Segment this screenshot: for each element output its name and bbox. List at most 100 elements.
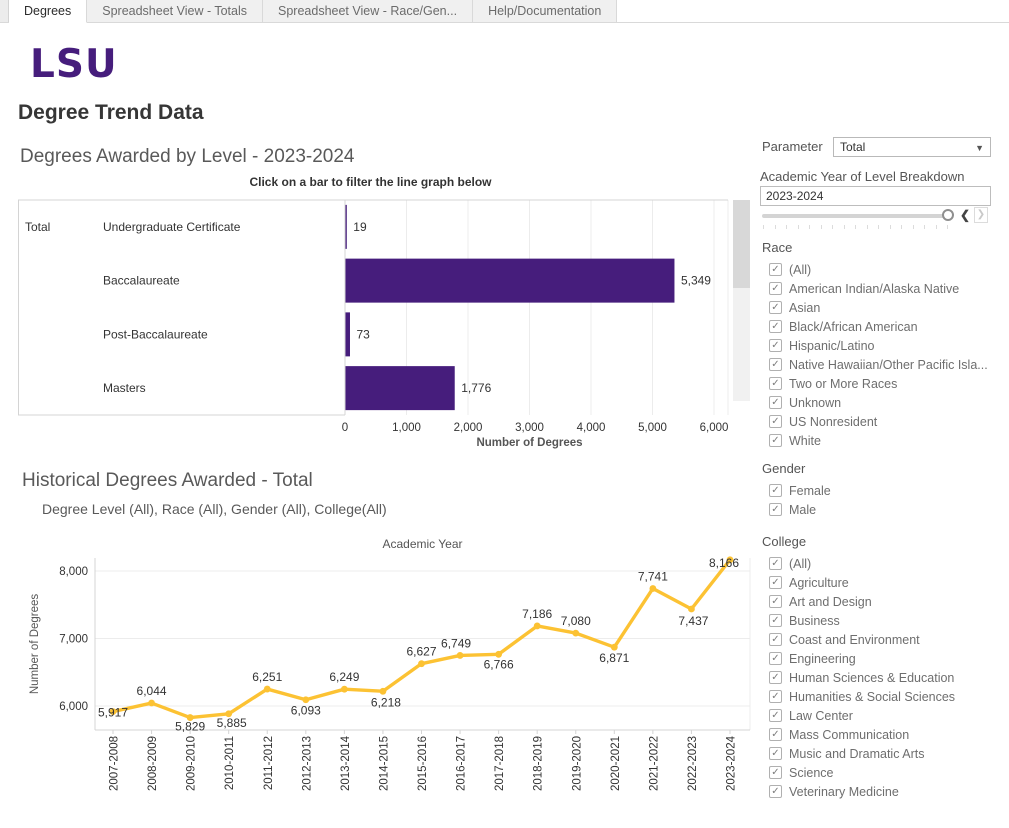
checkbox-check-icon[interactable]: ✓ [769, 377, 782, 390]
slider-track[interactable] [762, 214, 950, 218]
data-point-2017-2018[interactable] [495, 650, 503, 658]
tab-help-documentation[interactable]: Help/Documentation [473, 0, 618, 22]
college-option-veterinary-medicine[interactable]: ✓ Veterinary Medicine [760, 782, 1005, 801]
college-option-label: Veterinary Medicine [789, 784, 899, 799]
checkbox-check-icon[interactable]: ✓ [769, 503, 782, 516]
data-point-2013-2014[interactable] [340, 685, 348, 693]
college-option-humanities-social-sciences[interactable]: ✓ Humanities & Social Sciences [760, 687, 1005, 706]
race-option-native-hawaiian-other-pacific-isla[interactable]: ✓ Native Hawaiian/Other Pacific Isla... [760, 355, 1005, 374]
bar-undergraduate-certificate[interactable] [345, 204, 347, 249]
checkbox-check-icon[interactable]: ✓ [769, 263, 782, 276]
college-option-science[interactable]: ✓ Science [760, 763, 1005, 782]
college-option-music-and-dramatic-arts[interactable]: ✓ Music and Dramatic Arts [760, 744, 1005, 763]
chevron-right-icon[interactable]: ❯ [974, 207, 988, 223]
data-point-2018-2019[interactable] [533, 622, 541, 630]
checkbox-check-icon[interactable]: ✓ [769, 557, 782, 570]
tab-spreadsheet-view-race-gen[interactable]: Spreadsheet View - Race/Gen... [263, 0, 474, 22]
bar-baccalaureate[interactable] [345, 258, 675, 303]
race-option-two-or-more-races[interactable]: ✓ Two or More Races [760, 374, 1005, 393]
checkbox-check-icon[interactable]: ✓ [769, 358, 782, 371]
checkbox-check-icon[interactable]: ✓ [769, 690, 782, 703]
data-point-2009-2010[interactable] [186, 714, 194, 721]
college-option-art-and-design[interactable]: ✓ Art and Design [760, 592, 1005, 611]
data-point-2022-2023[interactable] [688, 605, 695, 613]
checkbox-check-icon[interactable]: ✓ [769, 282, 782, 295]
college-option-agriculture[interactable]: ✓ Agriculture [760, 573, 1005, 592]
checkbox-check-icon[interactable]: ✓ [769, 785, 782, 798]
slider-handle[interactable] [942, 209, 954, 221]
checkbox-check-icon[interactable]: ✓ [769, 728, 782, 741]
gender-option-male[interactable]: ✓ Male [760, 500, 1005, 519]
race-option-asian[interactable]: ✓ Asian [760, 298, 1005, 317]
race-option-black-african-american[interactable]: ✓ Black/African American [760, 317, 1005, 336]
year-filter-slider: ❮ ❯ [760, 206, 991, 234]
college-option-engineering[interactable]: ✓ Engineering [760, 649, 1005, 668]
data-point-label: 7,080 [561, 614, 591, 628]
tab-degrees[interactable]: Degrees [9, 0, 88, 23]
checkbox-check-icon[interactable]: ✓ [769, 652, 782, 665]
line-y-axis-title: Number of Degrees [29, 594, 41, 695]
year-filter-input[interactable] [760, 186, 991, 206]
race-option-unknown[interactable]: ✓ Unknown [760, 393, 1005, 412]
checkbox-check-icon[interactable]: ✓ [769, 747, 782, 760]
parameter-dropdown[interactable]: Total ▼ [833, 137, 991, 157]
race-option-all[interactable]: ✓ (All) [760, 260, 1005, 279]
checkbox-check-icon[interactable]: ✓ [769, 415, 782, 428]
line-x-tick-label: 2007-2008 [109, 736, 121, 791]
checkbox-check-icon[interactable]: ✓ [769, 766, 782, 779]
bar-chart-scrollbar[interactable] [733, 200, 750, 401]
college-option-all[interactable]: ✓ (All) [760, 554, 1005, 573]
college-filter-group: College ✓ (All) ✓ Agriculture ✓ Art and Design… [760, 534, 1005, 801]
college-option-human-sciences-education[interactable]: ✓ Human Sciences & Education [760, 668, 1005, 687]
data-point-2007-2008[interactable] [109, 708, 117, 716]
checkbox-check-icon[interactable]: ✓ [769, 484, 782, 497]
checkbox-check-icon[interactable]: ✓ [769, 320, 782, 333]
college-option-law-center[interactable]: ✓ Law Center [760, 706, 1005, 725]
data-point-2014-2015[interactable] [379, 687, 387, 695]
race-option-american-indian-alaska-native[interactable]: ✓ American Indian/Alaska Native [760, 279, 1005, 298]
chevron-left-icon[interactable]: ❮ [959, 208, 971, 222]
data-point-2019-2020[interactable] [572, 629, 580, 637]
bar-value-label: 5,349 [681, 274, 711, 288]
checkbox-check-icon[interactable]: ✓ [769, 396, 782, 409]
data-point-2023-2024[interactable] [726, 556, 734, 564]
data-point-label: 6,093 [291, 704, 321, 718]
college-option-business[interactable]: ✓ Business [760, 611, 1005, 630]
scrollbar-thumb[interactable] [733, 200, 750, 288]
race-option-label: White [789, 433, 821, 448]
checkbox-check-icon[interactable]: ✓ [769, 339, 782, 352]
college-option-mass-communication[interactable]: ✓ Mass Communication [760, 725, 1005, 744]
tab-spreadsheet-view-totals[interactable]: Spreadsheet View - Totals [87, 0, 264, 22]
line-y-tick-label: 7,000 [59, 634, 88, 646]
race-option-white[interactable]: ✓ White [760, 431, 1005, 450]
college-option-label: Engineering [789, 651, 856, 666]
checkbox-check-icon[interactable]: ✓ [769, 671, 782, 684]
data-point-2015-2016[interactable] [418, 660, 425, 668]
data-point-2011-2012[interactable] [263, 685, 271, 693]
race-option-hispanic-latino[interactable]: ✓ Hispanic/Latino [760, 336, 1005, 355]
data-point-2016-2017[interactable] [456, 652, 464, 659]
data-point-2020-2021[interactable] [610, 643, 618, 651]
data-point-2010-2011[interactable] [225, 710, 233, 718]
data-point-label: 6,749 [441, 636, 471, 650]
checkbox-check-icon[interactable]: ✓ [769, 301, 782, 314]
checkbox-check-icon[interactable]: ✓ [769, 434, 782, 447]
checkbox-check-icon[interactable]: ✓ [769, 709, 782, 722]
checkbox-check-icon[interactable]: ✓ [769, 595, 782, 608]
college-option-coast-and-environment[interactable]: ✓ Coast and Environment [760, 630, 1005, 649]
checkbox-check-icon[interactable]: ✓ [769, 576, 782, 589]
data-point-label: 8,166 [709, 556, 739, 570]
checkbox-check-icon[interactable]: ✓ [769, 633, 782, 646]
bar-x-tick-label: 2,000 [454, 422, 483, 434]
gender-option-female[interactable]: ✓ Female [760, 481, 1005, 500]
bar-post-baccalaureate[interactable] [345, 312, 350, 357]
data-point-2012-2013[interactable] [302, 696, 310, 704]
checkbox-check-icon[interactable]: ✓ [769, 614, 782, 627]
race-option-us-nonresident[interactable]: ✓ US Nonresident [760, 412, 1005, 431]
data-point-2021-2022[interactable] [649, 585, 657, 592]
line-x-tick-label: 2010-2011 [224, 736, 236, 790]
data-point-2008-2009[interactable] [148, 699, 155, 707]
line-x-tick-label: 2016-2017 [456, 736, 468, 791]
bar-masters[interactable] [345, 366, 455, 411]
line-x-tick-label: 2017-2018 [494, 736, 506, 791]
